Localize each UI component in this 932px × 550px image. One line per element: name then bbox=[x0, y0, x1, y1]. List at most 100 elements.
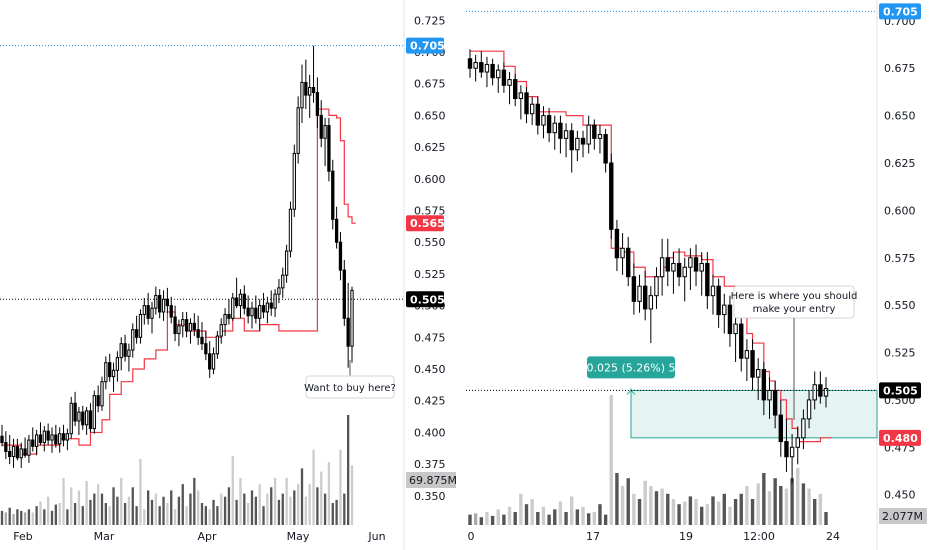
left-chart-panel[interactable]: 0.3500.3750.4000.4250.4500.4750.5000.525… bbox=[0, 0, 457, 550]
candle bbox=[154, 286, 158, 315]
volume-bar bbox=[312, 449, 315, 525]
candle-body bbox=[315, 92, 320, 116]
candle-body bbox=[15, 445, 20, 459]
candle bbox=[496, 64, 501, 93]
price-tag-label: 0.505 bbox=[410, 293, 445, 306]
volume-bar bbox=[818, 493, 823, 525]
volume-bar bbox=[304, 496, 307, 525]
volume-bar bbox=[277, 499, 281, 525]
candle bbox=[104, 356, 108, 390]
candle-body bbox=[501, 69, 507, 86]
candle bbox=[592, 119, 597, 150]
volume-tag bbox=[406, 472, 456, 488]
x-tick-label: Jun bbox=[367, 530, 385, 543]
candle bbox=[304, 59, 308, 110]
candle bbox=[346, 282, 350, 368]
volume-bar bbox=[266, 493, 269, 525]
candle-body bbox=[693, 257, 699, 272]
candle bbox=[119, 337, 123, 371]
volume-bar bbox=[750, 499, 755, 525]
volume-bar bbox=[127, 496, 131, 525]
candle-body bbox=[50, 434, 54, 441]
candle-body bbox=[490, 63, 495, 79]
candle bbox=[173, 305, 177, 342]
volume-bar bbox=[70, 487, 73, 525]
volume-bar bbox=[716, 501, 721, 525]
volume-bar bbox=[807, 488, 811, 525]
candle bbox=[744, 339, 750, 381]
candle-body bbox=[346, 317, 350, 347]
x-tick-label: 24 bbox=[826, 530, 840, 543]
candle bbox=[61, 424, 66, 447]
volume-bar bbox=[223, 496, 227, 525]
candle bbox=[597, 125, 603, 154]
candle bbox=[23, 437, 27, 458]
volume-bar bbox=[609, 395, 613, 525]
right-chart-panel[interactable]: 0.4500.4750.5000.5250.5500.5750.6000.625… bbox=[466, 0, 927, 550]
volume-bar bbox=[254, 496, 257, 525]
candle-body bbox=[184, 319, 189, 332]
candle bbox=[535, 96, 541, 135]
volume-bar bbox=[216, 506, 219, 525]
candle bbox=[34, 429, 39, 456]
candle bbox=[558, 115, 563, 154]
y-tick-label: 0.625 bbox=[414, 141, 446, 154]
candle-body bbox=[231, 297, 235, 319]
candle-body bbox=[134, 329, 139, 338]
price-tag bbox=[406, 215, 444, 232]
volume-bar bbox=[281, 493, 284, 525]
candle bbox=[261, 292, 266, 319]
volume-bar bbox=[547, 514, 551, 525]
annotation-box bbox=[305, 375, 395, 399]
volume-bar bbox=[331, 503, 334, 525]
candle-body bbox=[311, 87, 316, 94]
candle bbox=[513, 73, 518, 107]
volume-bar bbox=[85, 481, 88, 525]
y-tick-label: 0.575 bbox=[414, 205, 446, 218]
volume-bar bbox=[39, 501, 42, 525]
volume-bar bbox=[16, 509, 19, 525]
candle-body bbox=[648, 295, 654, 310]
candle-body bbox=[246, 307, 250, 317]
candle-body bbox=[96, 395, 100, 407]
volume-bar bbox=[733, 499, 738, 525]
volume-bar bbox=[73, 503, 77, 525]
candle-body bbox=[169, 305, 173, 318]
volume-bar bbox=[323, 493, 327, 525]
volume-bar bbox=[62, 477, 65, 525]
candle-body bbox=[479, 62, 484, 73]
candle-body bbox=[575, 137, 580, 151]
volume-bar bbox=[711, 496, 715, 525]
candle bbox=[281, 267, 285, 299]
candle bbox=[552, 115, 557, 150]
volume-bar bbox=[227, 487, 231, 525]
volume-bar bbox=[58, 503, 61, 525]
volume-bar bbox=[767, 491, 772, 525]
candle bbox=[795, 426, 800, 465]
candle bbox=[69, 396, 73, 439]
candle-body bbox=[123, 343, 127, 357]
candle bbox=[338, 232, 343, 281]
candle-body bbox=[58, 433, 62, 445]
candle-body bbox=[676, 262, 682, 278]
volume-bar bbox=[247, 503, 250, 525]
candle-body bbox=[208, 353, 212, 370]
candle-body bbox=[292, 152, 296, 210]
candle bbox=[288, 201, 293, 258]
volume-bar bbox=[239, 477, 242, 525]
price-tag bbox=[879, 382, 921, 399]
candle-body bbox=[524, 92, 529, 115]
volume-bar bbox=[273, 477, 277, 525]
candle-body bbox=[626, 247, 631, 278]
price-tag-label: 0.505 bbox=[883, 384, 918, 397]
candle-body bbox=[161, 298, 166, 313]
volume-bar bbox=[189, 493, 192, 525]
candle bbox=[242, 285, 246, 315]
candle bbox=[806, 390, 812, 429]
candle bbox=[688, 248, 693, 290]
measure-label-box bbox=[587, 356, 675, 379]
candle bbox=[699, 252, 704, 296]
candle bbox=[575, 130, 580, 162]
x-tick-label: 17 bbox=[586, 530, 600, 543]
volume-bar bbox=[490, 515, 495, 525]
